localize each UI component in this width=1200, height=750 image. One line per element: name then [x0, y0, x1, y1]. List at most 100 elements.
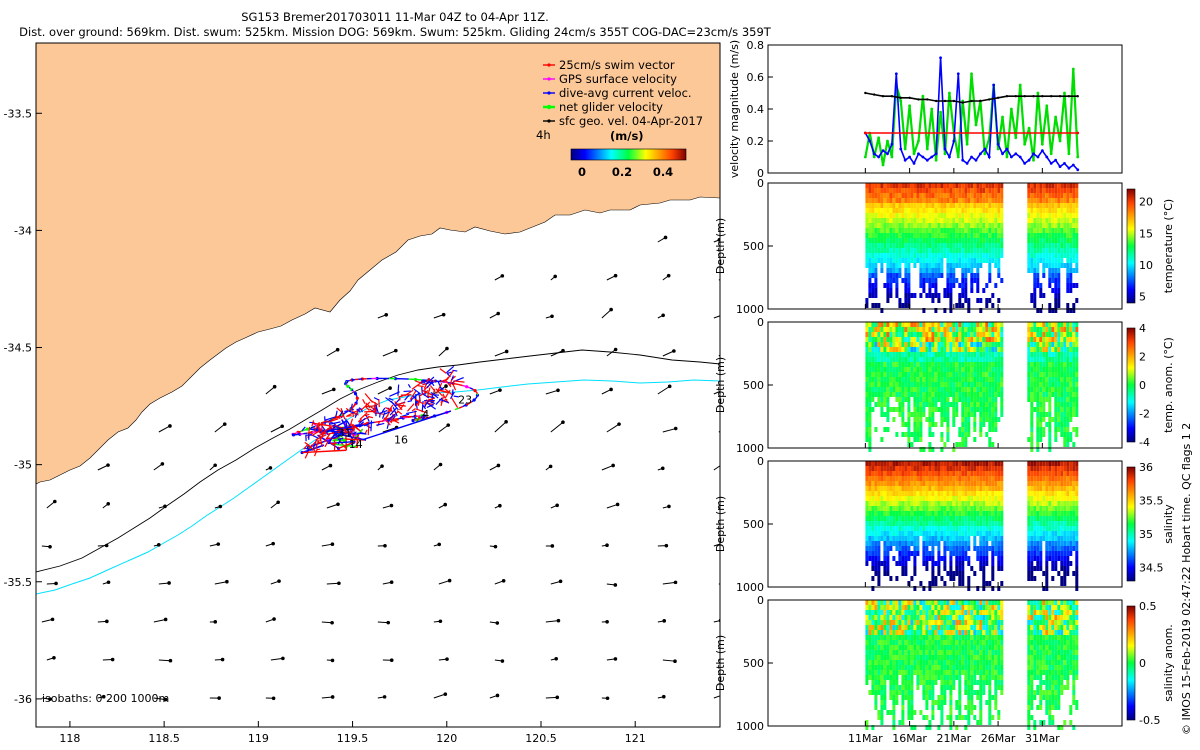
section-cell [1042, 571, 1046, 576]
section-cell [982, 521, 986, 526]
section-cell [904, 342, 908, 347]
section-cell [1060, 511, 1064, 516]
section-cell [1036, 352, 1040, 357]
track-segment [326, 437, 367, 441]
section-cell [1069, 203, 1073, 208]
section-cell [988, 442, 992, 447]
section-cell [946, 536, 950, 541]
section-cell [865, 248, 869, 253]
section-cell [961, 208, 965, 213]
section-cell [877, 233, 881, 238]
section-cell [889, 466, 893, 471]
section-cell [1069, 327, 1073, 332]
section-cell [880, 397, 884, 402]
section-cell [1036, 213, 1040, 218]
section-cell [1042, 387, 1046, 392]
section-cell [1075, 193, 1079, 198]
section-cell [964, 342, 968, 347]
section-cell [886, 481, 890, 486]
section-cell [973, 322, 977, 327]
section-cell [895, 372, 899, 377]
section-cell [1060, 377, 1064, 382]
track-vector [332, 431, 343, 440]
section-cell [1069, 337, 1073, 342]
section-cell [1063, 531, 1067, 536]
section-cell [898, 273, 902, 278]
section-cell [904, 521, 908, 526]
section-cell [988, 546, 992, 551]
section-cell [874, 357, 878, 362]
section-cell [925, 203, 929, 208]
section-cell [913, 397, 917, 402]
section-cell [913, 352, 917, 357]
velocity-point [1067, 95, 1071, 98]
section-cell [1063, 223, 1067, 228]
section-cell [1054, 303, 1058, 308]
section-cell [988, 183, 992, 188]
section-cell [910, 551, 914, 556]
section-cell [865, 218, 869, 223]
section-cell [913, 551, 917, 556]
section-cell [1033, 283, 1037, 288]
section-cell [904, 561, 908, 566]
section-cell [1051, 198, 1055, 203]
section-cell [892, 491, 896, 496]
section-cell [877, 218, 881, 223]
section-cell [931, 203, 935, 208]
section-cell [892, 506, 896, 511]
section-cell [970, 208, 974, 213]
track-vector [422, 390, 433, 396]
section-cell [1054, 327, 1058, 332]
section-cell [889, 278, 893, 283]
section-cell [976, 402, 980, 407]
section-cell [1072, 377, 1076, 382]
section-cell [877, 486, 881, 491]
section-cell [1060, 253, 1064, 258]
section-cell [949, 327, 953, 332]
section-cell [904, 263, 908, 268]
geo-vector-head [54, 581, 58, 586]
section-cell [1057, 278, 1061, 283]
section-cell [922, 476, 926, 481]
section-cell [871, 293, 875, 298]
section-cell [865, 327, 869, 332]
section-cell [937, 218, 941, 223]
section-cell [1033, 248, 1037, 253]
section-cell [994, 516, 998, 521]
section-cell [919, 293, 923, 298]
section-cell [874, 486, 878, 491]
section-cell [937, 263, 941, 268]
section-cell [913, 412, 917, 417]
section-cell [1054, 208, 1058, 213]
section-cell [973, 188, 977, 193]
section-cell [886, 427, 890, 432]
section-cell [913, 511, 917, 516]
section-cell [970, 193, 974, 198]
section-cell [898, 352, 902, 357]
section-cell [1048, 506, 1052, 511]
section-cell [976, 546, 980, 551]
geo-vector-head [384, 312, 389, 317]
section-cell [1039, 193, 1043, 198]
geo-vector-head [446, 423, 451, 427]
section-cell [973, 347, 977, 352]
section-cell [982, 586, 986, 591]
section-cell [979, 407, 983, 412]
section-cell [1075, 208, 1079, 213]
section-cell [880, 372, 884, 377]
section-cell [994, 322, 998, 327]
section-cell [892, 516, 896, 521]
velocity-point [1009, 107, 1013, 111]
section-cell [967, 303, 971, 308]
section-cell [898, 198, 902, 203]
section-cell [1072, 218, 1076, 223]
section-cell [970, 332, 974, 337]
section-cell [871, 382, 875, 387]
section-cell [904, 223, 908, 228]
section-cell [961, 347, 965, 352]
section-cell [997, 337, 1001, 342]
section-cell [1057, 337, 1061, 342]
section-cell [937, 461, 941, 466]
section-cell [1066, 556, 1070, 561]
